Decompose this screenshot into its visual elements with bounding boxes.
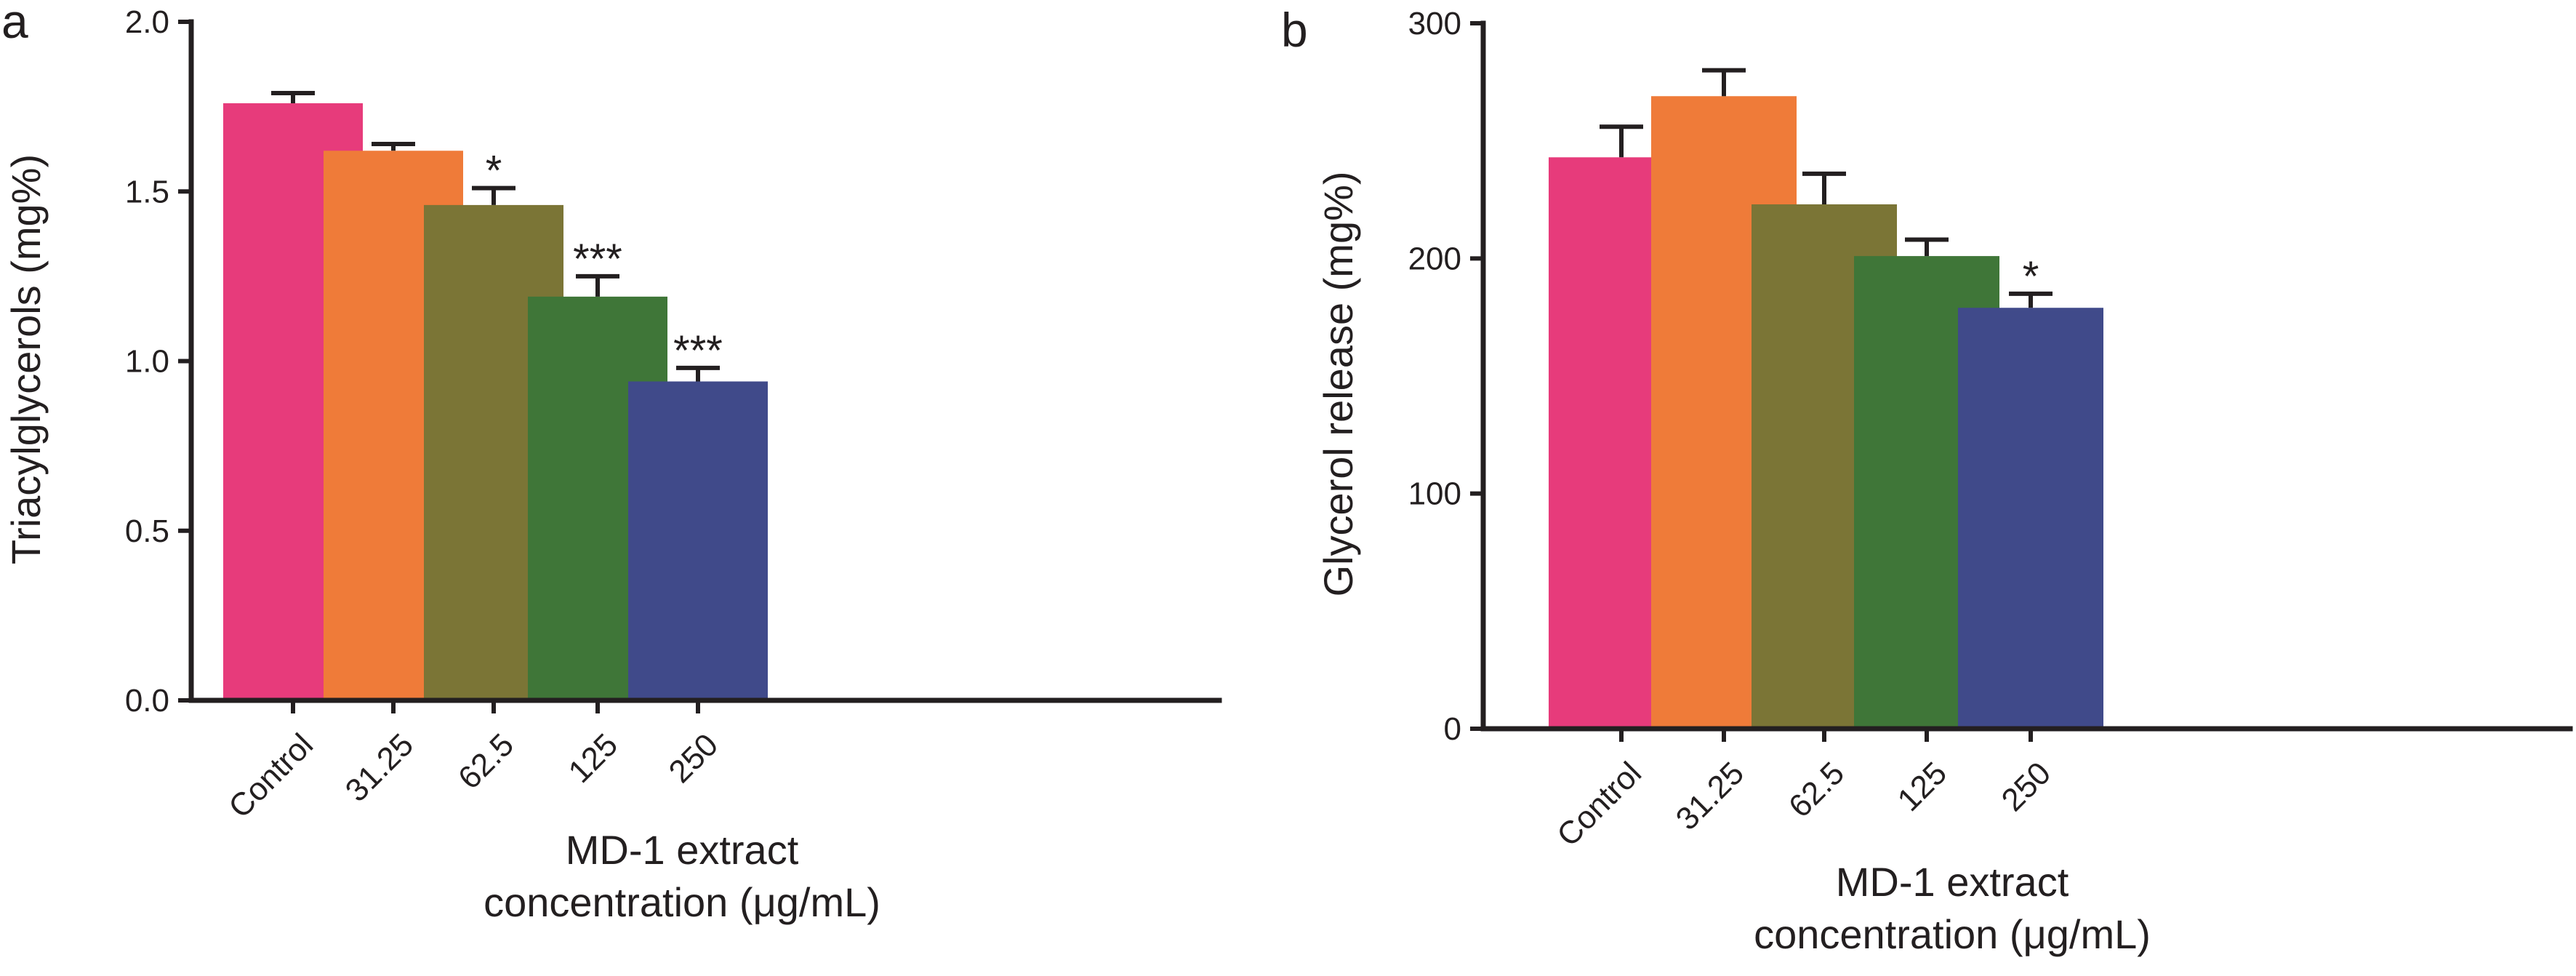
panel-b-bars bbox=[1549, 96, 2103, 729]
panel-a-error-bar-31-25 bbox=[372, 141, 415, 151]
panel-b-x-ticks: Control 31.25 62.5 125 250 bbox=[1550, 729, 2058, 853]
panel-b-significance-250: * bbox=[2023, 253, 2039, 300]
panel-b-x-tick-label-250: 250 bbox=[1995, 755, 2058, 818]
panel-a-error-bar-125 bbox=[576, 273, 619, 297]
panel-b-x-tick-label-125: 125 bbox=[1891, 755, 1954, 818]
panel-b-x-tick-label-31-25: 31.25 bbox=[1669, 755, 1752, 837]
panel-a-y-tick-label: 2.0 bbox=[125, 4, 169, 40]
panel-a-letter: a bbox=[1, 0, 28, 48]
panel-b-y-tick-label: 200 bbox=[1408, 241, 1461, 276]
panel-b-y-tick-label: 300 bbox=[1408, 6, 1461, 41]
panel-a-x-tick-label-62-5: 62.5 bbox=[452, 727, 521, 796]
panel-a-y-tick-label: 1.5 bbox=[125, 174, 169, 209]
panel-a-x-tick-label-control: Control bbox=[222, 727, 320, 825]
panel-b-letter: b bbox=[1281, 3, 1308, 57]
panel-b-y-axis-title: Glycerol release (mg%) bbox=[1315, 171, 1361, 596]
panel-a-error-bar-250 bbox=[676, 365, 720, 382]
panel-b-chart: b Glycerol release (mg%) MD-1 extract co… bbox=[1281, 3, 2573, 957]
panel-a-y-tick-label: 1.0 bbox=[125, 344, 169, 380]
panel-a-x-tick-label-31-25: 31.25 bbox=[339, 727, 421, 809]
panel-b-significance: * bbox=[2023, 253, 2039, 300]
panel-a-error-bar-control bbox=[271, 90, 315, 103]
panel-a-x-axis-title-line1: MD-1 extract bbox=[566, 827, 799, 873]
panel-b-error-bar-125 bbox=[1905, 237, 1949, 257]
panel-b-x-tick-label-62-5: 62.5 bbox=[1782, 755, 1851, 824]
panel-b-error-bars bbox=[1600, 68, 2053, 308]
panel-a-bar-250 bbox=[628, 381, 768, 700]
panel-a-x-tick-label-250: 250 bbox=[662, 727, 726, 790]
panel-b-error-bar-62-5 bbox=[1802, 171, 1846, 204]
panel-b-y-tick-label: 100 bbox=[1408, 476, 1461, 512]
panel-a-y-ticks: 0.0 0.5 1.0 1.5 2.0 bbox=[125, 4, 191, 719]
panel-a-significance-62-5: * bbox=[486, 148, 502, 195]
panel-b-x-axis-title-line2: concentration (μg/mL) bbox=[1754, 911, 2151, 957]
panel-a-y-tick-label: 0.0 bbox=[125, 683, 169, 719]
panel-b-axes bbox=[1480, 20, 2573, 732]
panel-b-error-bar-31-25 bbox=[1702, 68, 1746, 97]
panel-b-error-bar-250 bbox=[2009, 291, 2053, 308]
panel-b-y-ticks: 0 100 200 300 bbox=[1408, 6, 1483, 747]
panel-a-significance-125: *** bbox=[573, 236, 622, 283]
panel-a-x-tick-label-125: 125 bbox=[562, 727, 625, 790]
panel-a-error-bars bbox=[271, 90, 720, 382]
panel-b-x-axis-title-line1: MD-1 extract bbox=[1836, 859, 2069, 905]
panel-a-y-axis-title: Triacylglycerols (mg%) bbox=[3, 154, 49, 564]
panel-b-error-bar-control bbox=[1600, 124, 1643, 158]
panel-a-x-ticks: Control 31.25 62.5 125 250 bbox=[222, 700, 725, 825]
panel-b-x-tick-label-control: Control bbox=[1550, 755, 1648, 853]
panel-b-y-tick-label: 0 bbox=[1444, 711, 1461, 747]
panel-a-bars bbox=[223, 103, 768, 700]
panel-a-x-axis-title-line2: concentration (μg/mL) bbox=[483, 879, 880, 925]
panel-a-significance-250: *** bbox=[673, 327, 723, 375]
panel-b-bar-250 bbox=[1958, 308, 2103, 729]
panel-a-y-tick-label: 0.5 bbox=[125, 513, 169, 549]
panel-a-axes bbox=[188, 19, 1222, 703]
panel-a-significance: ******* bbox=[486, 148, 723, 375]
panel-a-chart: a Triacylglycerols (mg%) MD-1 extract co… bbox=[1, 0, 1222, 925]
panel-a-error-bar-62-5 bbox=[472, 185, 515, 205]
